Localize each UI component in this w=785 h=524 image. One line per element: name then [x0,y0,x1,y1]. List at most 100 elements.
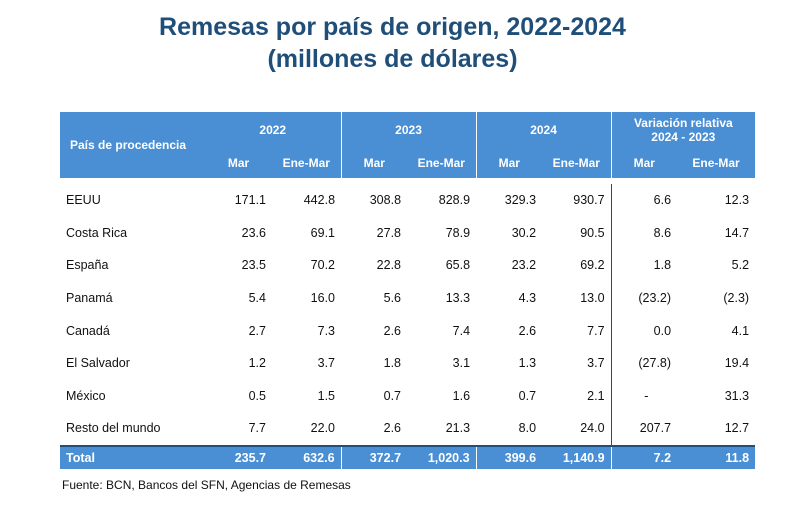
header-year-2023: 2023 [340,112,477,148]
row-country: Canadá [66,323,110,338]
table-row: Costa Rica 23.6 69.1 27.8 78.9 30.2 90.5… [60,216,755,250]
row-country: EEUU [66,193,101,208]
subheader-ene-mar: Ene-Mar [542,148,612,178]
cell: 13.3 [445,291,471,306]
table-row: EEUU 171.1 442.8 308.8 828.9 329.3 930.7… [60,184,755,217]
cell: 90.5 [580,225,605,240]
cell: 3.7 [587,356,605,371]
cell: 0.0 [610,314,678,347]
cell: 21.3 [445,421,471,436]
cell: 3.1 [452,356,471,371]
cell: 2.1 [587,388,605,403]
cell: 78.9 [445,225,471,240]
cell: 1.2 [248,356,266,371]
cell: 27.8 [376,225,402,240]
header-country: País de procedencia [60,112,205,178]
cell: 12.7 [724,421,750,436]
table-row: El Salvador 1.2 3.7 1.8 3.1 1.3 3.7 (27.… [60,346,755,380]
cell: 22.0 [310,421,336,436]
subheader-ene-mar: Ene-Mar [407,148,477,178]
table-row: Panamá 5.4 16.0 5.6 13.3 4.3 13.0 (23.2)… [60,281,755,315]
header-variation-line1: Variación relativa [633,116,733,130]
cell: 930.7 [573,193,605,208]
cell: 7.3 [317,323,336,338]
table-row: Resto del mundo 7.7 22.0 2.6 21.3 8.0 24… [60,412,755,446]
row-country: Costa Rica [66,225,128,240]
cell: 2.6 [518,323,537,338]
table-row: México 0.5 1.5 0.7 1.6 0.7 2.1 - 31.3 [60,379,755,413]
cell: 3.7 [317,356,336,371]
header-variation: Variación relativa 2024 - 2023 [610,112,756,148]
cell: 0.5 [248,388,266,403]
cell: 2.6 [383,323,402,338]
cell: 1.6 [452,388,471,403]
cell: 23.6 [241,225,266,240]
cell: 4.1 [731,323,750,338]
cell: 207.7 [610,412,678,446]
cell: 8.0 [518,421,537,436]
subheader-mar: Mar [205,148,272,178]
cell: 8.6 [610,216,678,250]
remittances-table-container: País de procedencia 2022 2023 2024 Varia… [60,112,756,469]
cell: 1.8 [383,356,402,371]
total-cell: 1,020.3 [407,444,477,469]
subheader-ene-mar: Ene-Mar [677,148,756,178]
cell: 1.3 [518,356,537,371]
page-subtitle: (millones de dólares) [267,45,518,73]
cell: (23.2) [610,281,678,315]
subheader-mar: Mar [610,148,678,178]
cell: (27.8) [610,346,678,380]
cell: 23.5 [241,258,266,273]
cell: 70.2 [310,258,336,273]
total-cell: 11.8 [677,444,756,469]
cell: 31.3 [724,388,750,403]
cell: 1.8 [610,249,678,282]
cell: 1.5 [317,388,336,403]
remittances-table: País de procedencia 2022 2023 2024 Varia… [60,112,756,469]
subheader-mar: Mar [340,148,408,178]
total-cell: 399.6 [475,444,543,469]
cell: 22.8 [376,258,402,273]
cell: 4.3 [518,291,537,306]
cell: 0.7 [383,388,402,403]
source-note: Fuente: BCN, Bancos del SFN, Agencias de… [62,478,351,492]
cell: 12.3 [724,193,750,208]
total-cell: 372.7 [340,444,408,469]
row-country: Panamá [66,291,113,306]
total-cell: 632.6 [272,444,342,469]
cell: (2.3) [723,291,750,306]
cell: 23.2 [511,258,537,273]
header-year-2022: 2022 [205,112,342,148]
page-title: Remesas por país de origen, 2022-2024 [159,13,626,41]
row-country: El Salvador [66,356,130,371]
cell: 16.0 [310,291,336,306]
cell: 24.0 [580,421,605,436]
row-country: España [66,258,109,273]
cell: 13.0 [580,291,605,306]
cell: 7.7 [248,421,266,436]
total-cell: 1,140.9 [542,444,612,469]
subheader-ene-mar: Ene-Mar [272,148,342,178]
cell: 2.6 [383,421,402,436]
total-label: Total [60,444,205,469]
row-country: México [66,388,106,403]
cell: 65.8 [445,258,471,273]
cell: 828.9 [438,193,471,208]
cell: 69.1 [310,225,336,240]
table-row: Canadá 2.7 7.3 2.6 7.4 2.6 7.7 0.0 4.1 [60,314,755,347]
cell: 7.7 [587,323,605,338]
table-row: España 23.5 70.2 22.8 65.8 23.2 69.2 1.8… [60,249,755,282]
cell: 442.8 [303,193,336,208]
cell: 329.3 [504,193,537,208]
header-year-2024: 2024 [475,112,612,148]
row-country: Resto del mundo [66,421,161,436]
total-row: Total 235.7 632.6 372.7 1,020.3 399.6 1,… [60,444,756,469]
subheader-mar: Mar [475,148,543,178]
cell: 19.4 [724,356,750,371]
cell: 7.4 [452,323,471,338]
cell: 5.2 [731,258,750,273]
cell: 6.6 [610,184,678,217]
cell: 14.7 [724,225,750,240]
cell: 30.2 [511,225,537,240]
cell: - [610,379,678,413]
